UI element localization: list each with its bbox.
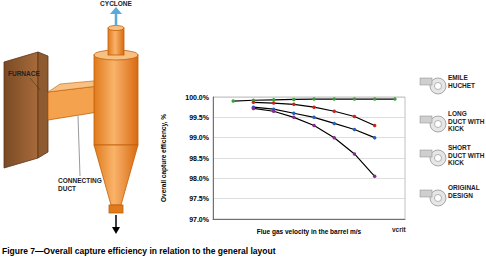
html-text:LONG DUCT WITH KICK: LONG DUCT WITH KICK [448,110,485,132]
svg-text:98.5%: 98.5% [189,155,210,162]
svg-text:100.0%: 100.0% [185,94,210,101]
svg-text:97.0%: 97.0% [189,216,210,223]
html-text:CONNECTING DUCT: CONNECTING DUCT [58,177,102,192]
svg-text:Flue gas velocity in the barre: Flue gas velocity in the barrel m/s [257,228,362,236]
html-text:vcrit: vcrit [392,226,406,233]
html-text:ORIGINAL DESIGN: ORIGINAL DESIGN [448,184,480,199]
svg-text:99.0%: 99.0% [189,134,210,141]
html-text:EMILE HUCHET: EMILE HUCHET [448,74,476,89]
html-text:Figure 7—Overall capture effic: Figure 7—Overall capture efficiency in r… [2,246,276,256]
html-text:SHORT DUCT WITH KICK: SHORT DUCT WITH KICK [448,144,485,166]
html-text:CYCLONE: CYCLONE [100,0,132,7]
html-text:FURNACE: FURNACE [8,70,40,77]
svg-text:Overall capture efficiency, %: Overall capture efficiency, % [160,114,168,202]
svg-text:98.0%: 98.0% [189,175,210,182]
svg-text:97.5%: 97.5% [189,195,210,202]
svg-text:99.5%: 99.5% [189,114,210,121]
